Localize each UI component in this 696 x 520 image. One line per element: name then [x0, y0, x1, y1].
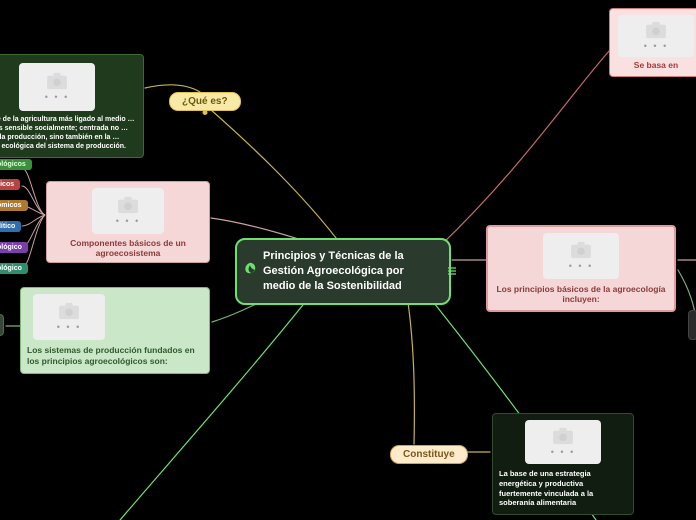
tag-label: …ológico	[0, 265, 22, 272]
node-constituye[interactable]: Constituye	[390, 445, 468, 464]
handle-dot[interactable]	[202, 110, 207, 115]
image-placeholder: • • •	[92, 188, 164, 234]
node-que-es-label: ¿Qué es?	[182, 96, 228, 107]
node-base[interactable]: • • • La base de una estrategia energéti…	[492, 413, 634, 515]
node-principios[interactable]: • • • Los principios básicos de la agroe…	[486, 225, 676, 312]
central-node-title: Principios y Técnicas de la Gestión Agro…	[263, 250, 404, 292]
expand-icon[interactable]	[447, 266, 457, 276]
tag-label: …ómicos	[0, 202, 22, 209]
leaf-icon	[243, 262, 257, 281]
node-componentes-label: Componentes básicos de un agroecosistema	[53, 238, 203, 258]
tag-economicos[interactable]: …ómicos	[0, 200, 28, 211]
tag-fisicos[interactable]: Físicos	[0, 179, 20, 190]
node-principios-label: Los principios básicos de la agroecologí…	[494, 284, 668, 304]
node-base-label: La base de una estrategia energética y p…	[499, 469, 627, 508]
node-componentes[interactable]: • • • Componentes básicos de un agroecos…	[46, 181, 210, 263]
node-sistemas-label: Los sistemas de producción fundados en l…	[27, 345, 203, 367]
tag-label: Político	[0, 223, 15, 230]
offscreen-node-left[interactable]	[0, 314, 4, 336]
tag-biologicos[interactable]: …ológicos	[0, 159, 32, 170]
node-sistemas[interactable]: • • • Los sistemas de producción fundado…	[20, 287, 210, 374]
tag-label: …ológico	[0, 244, 22, 251]
node-definition-text: …oque de la agricultura más ligado al me…	[0, 115, 137, 151]
central-node[interactable]: Principios y Técnicas de la Gestión Agro…	[235, 238, 451, 305]
tag-ecologico[interactable]: …ológico	[0, 242, 28, 253]
image-placeholder: • • •	[618, 15, 694, 57]
mindmap-canvas[interactable]: Principios y Técnicas de la Gestión Agro…	[0, 0, 696, 520]
image-placeholder: • • •	[19, 63, 95, 111]
node-se-basa-en-label: Se basa en	[616, 60, 696, 70]
tag-politico[interactable]: Político	[0, 221, 21, 232]
tag-tecnologico[interactable]: …ológico	[0, 263, 28, 274]
image-placeholder: • • •	[33, 294, 105, 340]
node-constituye-label: Constituye	[403, 449, 455, 460]
node-que-es[interactable]: ¿Qué es?	[169, 92, 241, 111]
tag-label: Físicos	[0, 181, 14, 188]
tag-label: …ológicos	[0, 161, 26, 168]
node-definition[interactable]: • • • …oque de la agricultura más ligado…	[0, 54, 144, 158]
node-se-basa-en[interactable]: • • • Se basa en	[609, 8, 696, 77]
image-placeholder: • • •	[543, 233, 619, 279]
offscreen-node-right[interactable]	[688, 310, 696, 340]
image-placeholder: • • •	[525, 420, 601, 464]
